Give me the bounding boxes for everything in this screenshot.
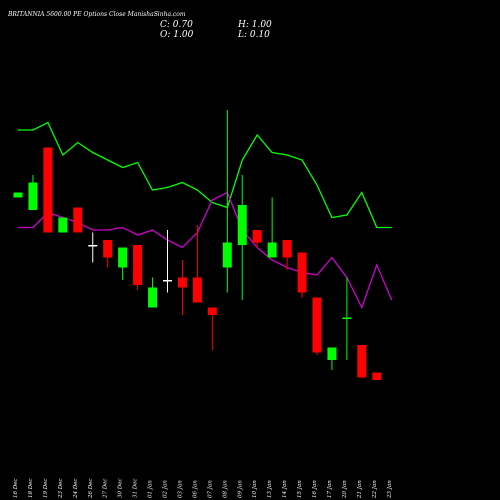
line-series-1 xyxy=(18,121,392,229)
candle-body xyxy=(237,205,247,245)
date-tick-label: 08 Jan xyxy=(222,480,228,498)
candle-body xyxy=(43,147,53,233)
candle-body xyxy=(103,240,113,258)
date-tick-label: 13 Jan xyxy=(267,480,273,498)
date-tick-label: 27 Dec xyxy=(103,479,109,500)
close-value: C: 0.70 xyxy=(160,20,193,30)
date-tick-label: 21 Jan xyxy=(357,480,363,499)
date-tick-label: 01 Jan xyxy=(148,480,154,498)
date-tick-label: 16 Jan xyxy=(312,480,318,498)
candle-body xyxy=(73,207,83,233)
candle-body xyxy=(148,287,158,308)
candle-body xyxy=(192,277,202,303)
candle-body xyxy=(222,242,232,268)
candle-body xyxy=(267,242,277,258)
candle-body xyxy=(312,297,322,353)
date-tick-label: 31 Dec xyxy=(133,479,139,499)
date-tick-label: 07 Jan xyxy=(207,480,213,498)
candle-body xyxy=(207,307,217,315)
open-value: O: 1.00 xyxy=(160,30,194,40)
date-tick-label: 20 Jan xyxy=(342,480,348,499)
date-tick-label: 16 Dec xyxy=(13,479,19,499)
candle-body xyxy=(88,245,98,247)
candle-body xyxy=(118,247,128,268)
candle-body xyxy=(28,182,38,210)
candle-body xyxy=(297,252,307,293)
candle-body xyxy=(133,245,143,285)
chart-title: BRITANNIA 5600.00 PE Options Close Manis… xyxy=(8,11,186,18)
low-value: L: 0.10 xyxy=(238,30,270,40)
candle-body xyxy=(282,240,292,258)
candle-body xyxy=(342,317,352,319)
date-tick-label: 06 Jan xyxy=(192,480,198,498)
date-tick-label: 03 Jan xyxy=(177,480,183,498)
candle-body xyxy=(13,192,23,198)
date-tick-label: 09 Jan xyxy=(237,480,243,498)
candle-body xyxy=(357,345,367,378)
date-tick-label: 30 Dec xyxy=(118,479,124,499)
high-value: H: 1.00 xyxy=(238,20,272,30)
candle-body xyxy=(177,277,187,288)
date-tick-label: 02 Jan xyxy=(163,480,169,498)
date-tick-label: 23 Jan xyxy=(387,480,393,499)
candle-body xyxy=(372,372,382,380)
candle-body xyxy=(58,217,68,233)
date-tick-label: 24 Dec xyxy=(73,479,79,500)
date-tick-label: 26 Dec xyxy=(88,479,94,500)
date-tick-label: 18 Dec xyxy=(28,479,34,499)
candle-body xyxy=(327,347,337,360)
date-tick-label: 10 Jan xyxy=(252,480,258,498)
date-tick-label: 15 Jan xyxy=(297,480,303,498)
date-tick-label: 17 Jan xyxy=(327,480,333,498)
date-tick-label: 22 Jan xyxy=(372,480,378,499)
date-tick-label: 23 Dec xyxy=(58,479,64,500)
date-tick-label: 19 Dec xyxy=(43,479,49,499)
date-tick-label: 14 Jan xyxy=(282,480,288,498)
candle-body xyxy=(163,280,172,282)
candle-body xyxy=(252,230,262,243)
